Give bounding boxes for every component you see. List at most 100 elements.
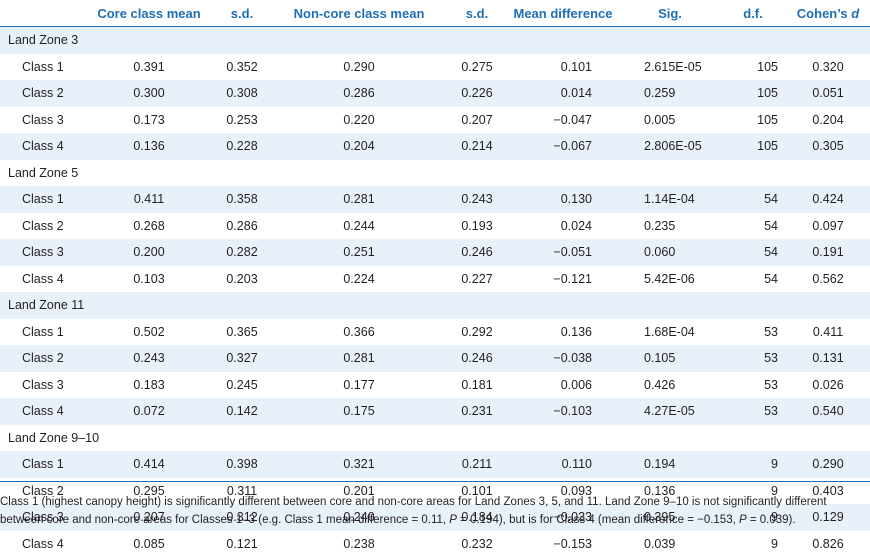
group-label: Land Zone 3 bbox=[0, 27, 870, 54]
core-mean-cell: 0.300 bbox=[84, 80, 214, 107]
mean-diff-cell: 0.101 bbox=[506, 54, 620, 81]
table-row: Class 1 0.502 0.365 0.366 0.292 0.136 1.… bbox=[0, 319, 870, 346]
core-sd-cell: 0.121 bbox=[214, 531, 270, 557]
noncore-sd-cell: 0.227 bbox=[448, 266, 506, 293]
noncore-mean-cell: 0.177 bbox=[270, 372, 448, 399]
core-sd-cell: 0.286 bbox=[214, 213, 270, 240]
table-row: Class 2 0.243 0.327 0.281 0.246 −0.038 0… bbox=[0, 345, 870, 372]
core-sd-cell: 0.142 bbox=[214, 398, 270, 425]
table-row: Class 3 0.173 0.253 0.220 0.207 −0.047 0… bbox=[0, 107, 870, 134]
sig-cell: 0.105 bbox=[620, 345, 720, 372]
row-label: Class 4 bbox=[0, 133, 84, 160]
sig-cell: 0.426 bbox=[620, 372, 720, 399]
row-label: Class 4 bbox=[0, 398, 84, 425]
row-label: Class 2 bbox=[0, 213, 84, 240]
cohens-d-cell: 0.131 bbox=[786, 345, 870, 372]
row-label: Class 4 bbox=[0, 266, 84, 293]
noncore-sd-cell: 0.207 bbox=[448, 107, 506, 134]
core-mean-cell: 0.103 bbox=[84, 266, 214, 293]
row-label: Class 3 bbox=[0, 107, 84, 134]
noncore-sd-cell: 0.181 bbox=[448, 372, 506, 399]
core-mean-cell: 0.411 bbox=[84, 186, 214, 213]
mean-diff-cell: −0.067 bbox=[506, 133, 620, 160]
row-label: Class 2 bbox=[0, 80, 84, 107]
noncore-mean-cell: 0.281 bbox=[270, 345, 448, 372]
header-mean-difference: Mean difference bbox=[506, 0, 620, 27]
header-df: d.f. bbox=[720, 0, 786, 27]
noncore-mean-cell: 0.238 bbox=[270, 531, 448, 557]
group-label: Land Zone 11 bbox=[0, 292, 870, 319]
table-row: Class 2 0.300 0.308 0.286 0.226 0.014 0.… bbox=[0, 80, 870, 107]
row-label: Class 1 bbox=[0, 186, 84, 213]
header-cohens-word: Cohen’s bbox=[797, 6, 848, 21]
sig-cell: 2.615E-05 bbox=[620, 54, 720, 81]
mean-diff-cell: −0.047 bbox=[506, 107, 620, 134]
noncore-mean-cell: 0.366 bbox=[270, 319, 448, 346]
cohens-d-cell: 0.204 bbox=[786, 107, 870, 134]
table-footnote: Class 1 (highest canopy height) is signi… bbox=[0, 493, 866, 529]
cohens-d-cell: 0.097 bbox=[786, 213, 870, 240]
cohens-d-cell: 0.305 bbox=[786, 133, 870, 160]
core-sd-cell: 0.282 bbox=[214, 239, 270, 266]
row-label: Class 1 bbox=[0, 54, 84, 81]
mean-diff-cell: −0.038 bbox=[506, 345, 620, 372]
cohens-d-cell: 0.051 bbox=[786, 80, 870, 107]
header-row: Core class mean s.d. Non-core class mean… bbox=[0, 0, 870, 27]
noncore-mean-cell: 0.290 bbox=[270, 54, 448, 81]
mean-diff-cell: −0.103 bbox=[506, 398, 620, 425]
cohens-d-cell: 0.290 bbox=[786, 451, 870, 478]
core-sd-cell: 0.308 bbox=[214, 80, 270, 107]
noncore-sd-cell: 0.232 bbox=[448, 531, 506, 557]
mean-diff-cell: 0.014 bbox=[506, 80, 620, 107]
header-cohens-d: Cohen’s d bbox=[786, 0, 870, 27]
mean-diff-cell: 0.130 bbox=[506, 186, 620, 213]
mean-diff-cell: −0.051 bbox=[506, 239, 620, 266]
core-sd-cell: 0.245 bbox=[214, 372, 270, 399]
core-mean-cell: 0.183 bbox=[84, 372, 214, 399]
cohens-d-cell: 0.026 bbox=[786, 372, 870, 399]
header-noncore-mean: Non-core class mean bbox=[270, 0, 448, 27]
group-row-land-zone-11: Land Zone 11 bbox=[0, 292, 870, 319]
table-row: Class 4 0.072 0.142 0.175 0.231 −0.103 4… bbox=[0, 398, 870, 425]
sig-cell: 0.259 bbox=[620, 80, 720, 107]
noncore-sd-cell: 0.211 bbox=[448, 451, 506, 478]
noncore-sd-cell: 0.246 bbox=[448, 345, 506, 372]
table-row: Class 4 0.103 0.203 0.224 0.227 −0.121 5… bbox=[0, 266, 870, 293]
noncore-mean-cell: 0.175 bbox=[270, 398, 448, 425]
core-mean-cell: 0.072 bbox=[84, 398, 214, 425]
noncore-sd-cell: 0.275 bbox=[448, 54, 506, 81]
sig-cell: 0.039 bbox=[620, 531, 720, 557]
noncore-mean-cell: 0.220 bbox=[270, 107, 448, 134]
core-sd-cell: 0.253 bbox=[214, 107, 270, 134]
row-label: Class 1 bbox=[0, 451, 84, 478]
sig-cell: 1.68E-04 bbox=[620, 319, 720, 346]
table-row: Class 1 0.411 0.358 0.281 0.243 0.130 1.… bbox=[0, 186, 870, 213]
group-row-land-zone-3: Land Zone 3 bbox=[0, 27, 870, 54]
row-label: Class 2 bbox=[0, 345, 84, 372]
footnote-text-3: = 0.039). bbox=[747, 514, 796, 526]
group-label: Land Zone 5 bbox=[0, 160, 870, 187]
header-core-sd: s.d. bbox=[214, 0, 270, 27]
mean-diff-cell: −0.121 bbox=[506, 266, 620, 293]
core-mean-cell: 0.173 bbox=[84, 107, 214, 134]
df-cell: 54 bbox=[720, 266, 786, 293]
df-cell: 105 bbox=[720, 54, 786, 81]
noncore-mean-cell: 0.251 bbox=[270, 239, 448, 266]
noncore-mean-cell: 0.204 bbox=[270, 133, 448, 160]
noncore-sd-cell: 0.292 bbox=[448, 319, 506, 346]
header-noncore-sd: s.d. bbox=[448, 0, 506, 27]
mean-diff-cell: 0.006 bbox=[506, 372, 620, 399]
row-label: Class 3 bbox=[0, 239, 84, 266]
table-row: Class 1 0.414 0.398 0.321 0.211 0.110 0.… bbox=[0, 451, 870, 478]
table-row: Class 4 0.136 0.228 0.204 0.214 −0.067 2… bbox=[0, 133, 870, 160]
group-row-land-zone-9-10: Land Zone 9–10 bbox=[0, 425, 870, 452]
df-cell: 53 bbox=[720, 319, 786, 346]
cohens-d-cell: 0.411 bbox=[786, 319, 870, 346]
core-sd-cell: 0.228 bbox=[214, 133, 270, 160]
df-cell: 9 bbox=[720, 531, 786, 557]
core-mean-cell: 0.391 bbox=[84, 54, 214, 81]
cohens-d-cell: 0.424 bbox=[786, 186, 870, 213]
footnote-text-2: = 0.194), but is for Class 4 (mean diffe… bbox=[457, 514, 739, 526]
df-cell: 9 bbox=[720, 451, 786, 478]
